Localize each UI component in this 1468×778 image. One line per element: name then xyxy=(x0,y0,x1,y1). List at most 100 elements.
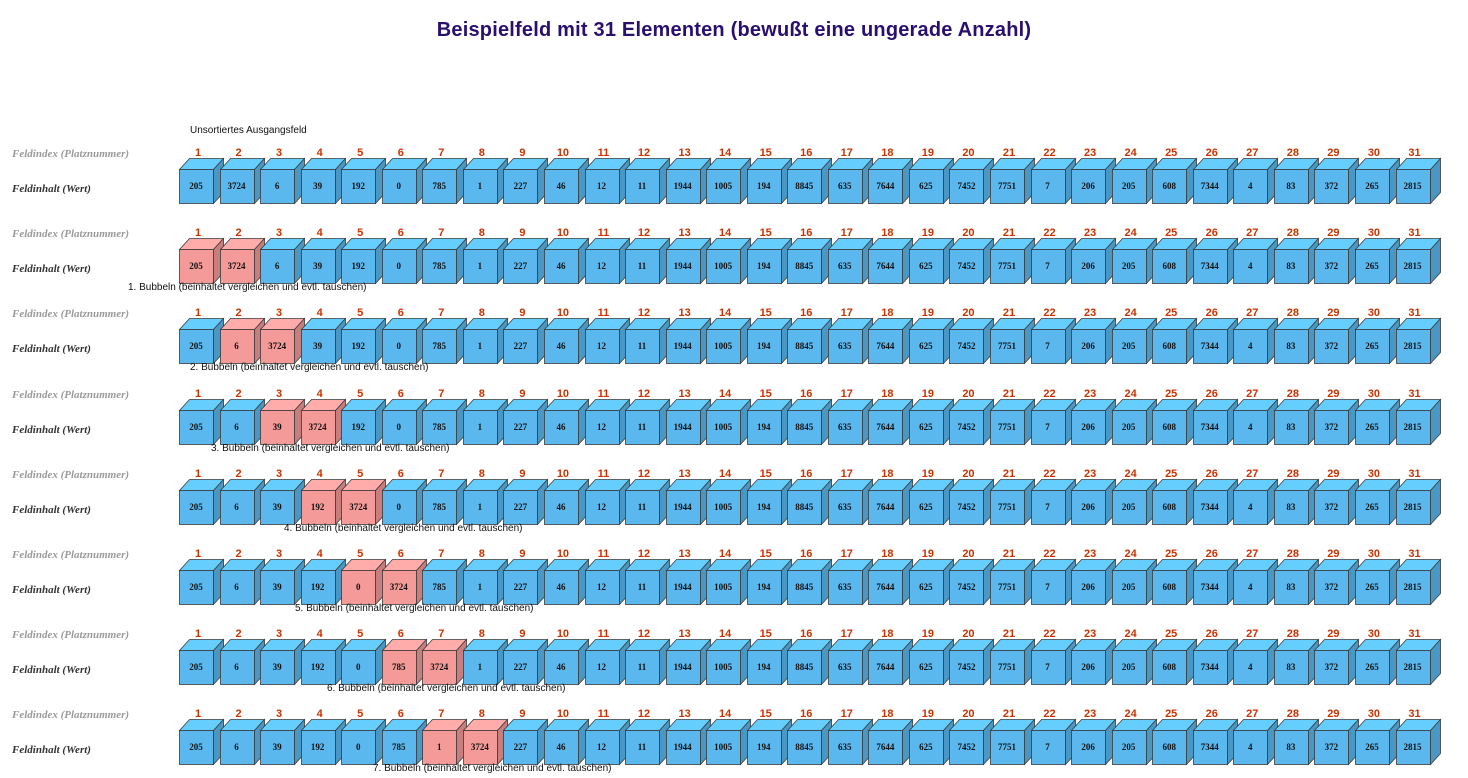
array-cell: 83 xyxy=(1273,718,1320,766)
array-cell: 7644 xyxy=(867,237,914,285)
field-index: 2 xyxy=(235,467,242,480)
field-index: 12 xyxy=(637,307,651,320)
field-index: 25 xyxy=(1165,467,1178,480)
field-value: 265 xyxy=(1365,421,1379,432)
field-value: 7452 xyxy=(957,501,976,512)
array-cell: 46 xyxy=(543,478,590,526)
field-value: 12 xyxy=(597,341,606,352)
field-index: 22 xyxy=(1043,467,1056,480)
field-index: 3 xyxy=(276,548,283,560)
array-cell: 372 xyxy=(1313,237,1360,285)
field-value: 7644 xyxy=(876,421,895,432)
array-cell: 7452 xyxy=(949,237,995,285)
array-cell: 6 xyxy=(219,638,265,686)
array-cell: 7 xyxy=(1030,478,1076,526)
array-cell: 7751 xyxy=(989,317,1036,365)
row-label-index: Feldindex (Platznummer) xyxy=(12,549,130,561)
array-cell: 194 xyxy=(746,718,793,766)
field-index: 26 xyxy=(1205,628,1218,641)
field-value: 83 xyxy=(1286,341,1296,352)
array-cell: 4 xyxy=(1232,398,1279,446)
field-index: 31 xyxy=(1408,307,1421,320)
field-value: 7751 xyxy=(998,421,1016,432)
array-cell: 39 xyxy=(300,157,347,205)
field-index: 31 xyxy=(1408,227,1421,240)
field-index: 3 xyxy=(276,467,283,480)
field-value: 265 xyxy=(1365,501,1379,512)
array-cell: 8845 xyxy=(786,718,833,766)
field-index: 15 xyxy=(759,147,772,159)
field-value: 1005 xyxy=(714,582,733,592)
array-cell: 608 xyxy=(1151,157,1198,205)
array-cell: 1005 xyxy=(705,237,752,285)
array-cell: 7344 xyxy=(1192,237,1239,285)
array-cell: 12 xyxy=(584,478,630,526)
field-index: 15 xyxy=(759,708,772,721)
array-cell: 635 xyxy=(827,718,874,766)
array-cell: 0 xyxy=(340,718,387,766)
field-value: 39 xyxy=(272,421,282,432)
array-cell: 192 xyxy=(300,638,347,686)
field-index: 24 xyxy=(1124,548,1137,560)
array-cell: 1944 xyxy=(665,237,711,285)
field-index: 12 xyxy=(637,227,651,240)
field-value: 608 xyxy=(1162,421,1176,432)
array-cell-highlighted: 192 xyxy=(300,478,347,526)
row-label-index: Feldindex (Platznummer) xyxy=(12,388,130,401)
field-value: 1944 xyxy=(673,662,692,673)
field-index: 18 xyxy=(881,307,894,320)
array-cell: 205 xyxy=(1111,638,1158,686)
field-value: 785 xyxy=(392,662,406,673)
array-cell: 1944 xyxy=(665,478,711,526)
field-index: 19 xyxy=(921,307,935,320)
field-index: 6 xyxy=(397,628,404,641)
field-index: 31 xyxy=(1408,147,1421,159)
field-value: 6 xyxy=(234,341,239,352)
field-value: 608 xyxy=(1162,742,1176,753)
field-value: 608 xyxy=(1162,662,1176,673)
array-cell-highlighted: 6 xyxy=(219,317,265,365)
field-value: 194 xyxy=(756,742,771,753)
array-cell: 1005 xyxy=(705,478,752,526)
array-cell: 194 xyxy=(746,237,793,285)
field-value: 785 xyxy=(432,341,447,352)
array-cell: 6 xyxy=(219,558,265,606)
field-value: 205 xyxy=(189,181,203,191)
field-value: 227 xyxy=(513,582,528,592)
field-value: 12 xyxy=(597,421,606,432)
array-cell: 2815 xyxy=(1395,558,1441,606)
field-value: 46 xyxy=(556,421,566,432)
array-cell: 7452 xyxy=(949,157,995,205)
field-value: 205 xyxy=(189,662,203,673)
array-cell: 205 xyxy=(1111,317,1158,365)
array-cell: 205 xyxy=(1111,558,1158,606)
row-label-index: Feldindex (Platznummer) xyxy=(12,629,130,642)
field-index: 30 xyxy=(1367,467,1381,480)
step-caption: 7. Bubbeln (beinhaltet vergleichen und e… xyxy=(373,763,612,775)
field-index: 27 xyxy=(1246,387,1259,400)
field-index: 8 xyxy=(478,628,485,641)
field-value: 4 xyxy=(1248,742,1253,753)
field-index: 17 xyxy=(840,227,853,240)
field-value: 625 xyxy=(919,181,933,191)
array-cell: 4 xyxy=(1232,317,1279,365)
array-cell: 83 xyxy=(1273,398,1320,446)
field-value: 7751 xyxy=(998,742,1016,753)
field-index: 20 xyxy=(962,467,975,480)
array-cell: 7644 xyxy=(867,478,914,526)
array-cell: 6 xyxy=(219,398,265,446)
array-cell: 12 xyxy=(584,157,630,205)
array-cell: 46 xyxy=(543,718,590,766)
array-cell: 1 xyxy=(462,157,509,205)
array-cell: 635 xyxy=(827,157,874,205)
field-index: 16 xyxy=(800,548,813,560)
array-cell: 8845 xyxy=(786,157,833,205)
field-value: 206 xyxy=(1081,582,1095,592)
array-cell: 625 xyxy=(908,398,955,446)
field-index: 5 xyxy=(357,307,364,320)
field-index: 5 xyxy=(357,227,364,240)
field-index: 7 xyxy=(438,467,445,480)
field-value: 205 xyxy=(1121,742,1136,753)
field-index: 9 xyxy=(519,628,526,641)
array-cell: 1005 xyxy=(705,718,752,766)
